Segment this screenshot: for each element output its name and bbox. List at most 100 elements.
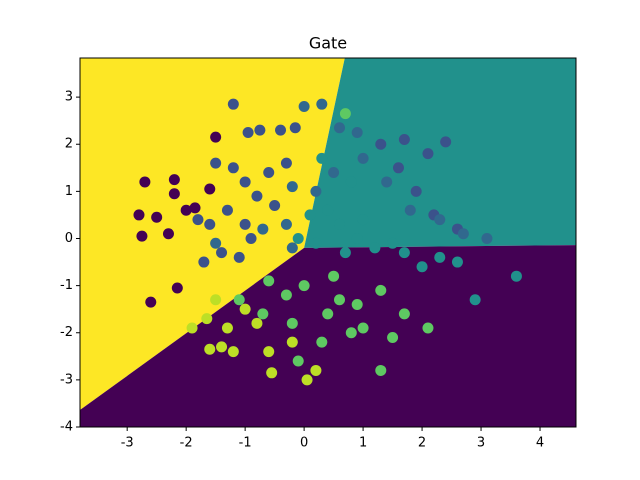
scatter-point <box>263 346 275 358</box>
scatter-point <box>227 346 239 358</box>
scatter-point <box>210 131 222 143</box>
y-tick-label: 0 <box>65 231 73 246</box>
x-tick-label: 0 <box>300 436 308 451</box>
scatter-point <box>328 270 340 282</box>
scatter-point <box>242 126 254 138</box>
scatter-point <box>204 183 216 195</box>
y-tick-label: -2 <box>60 325 73 340</box>
chart-title: Gate <box>309 34 347 53</box>
scatter-point <box>481 232 493 244</box>
scatter-point <box>275 124 287 136</box>
y-tick-label: -4 <box>60 420 73 435</box>
scatter-point <box>145 296 157 308</box>
scatter-point <box>168 188 180 200</box>
scatter-point <box>269 200 281 212</box>
scatter-point <box>398 247 410 259</box>
scatter-point <box>334 294 346 306</box>
scatter-point <box>192 214 204 226</box>
scatter-point <box>298 101 310 113</box>
scatter-point <box>357 152 369 164</box>
scatter-point <box>434 214 446 226</box>
scatter-point <box>422 322 434 334</box>
decision-region <box>80 58 345 411</box>
scatter-point <box>369 242 381 254</box>
scatter-point <box>328 167 340 179</box>
scatter-point <box>151 211 163 223</box>
scatter-point <box>257 308 269 320</box>
scatter-point <box>257 223 269 235</box>
scatter-point <box>404 204 416 216</box>
scatter-point <box>254 124 266 136</box>
scatter-point <box>316 98 328 110</box>
scatter-point <box>216 341 228 353</box>
scatter-point <box>345 327 357 339</box>
scatter-point <box>233 251 245 263</box>
y-tick-label: 3 <box>65 90 73 105</box>
scatter-point <box>457 228 469 240</box>
plot-frame <box>79 57 577 428</box>
x-tick-label: 4 <box>536 436 544 451</box>
scatter-point <box>322 204 334 216</box>
scatter-point <box>198 256 210 268</box>
x-tick-label: 3 <box>477 436 485 451</box>
scatter-point <box>440 136 452 148</box>
scatter-point <box>289 122 301 134</box>
scatter-point <box>469 294 481 306</box>
scatter-point <box>316 152 328 164</box>
scatter-point <box>351 232 363 244</box>
scatter-point <box>422 148 434 160</box>
scatter-point <box>227 98 239 110</box>
scatter-point <box>375 364 387 376</box>
scatter-point <box>375 138 387 150</box>
x-tick-label: -3 <box>121 436 134 451</box>
scatter-point <box>292 355 304 367</box>
x-tick-label: -1 <box>239 436 252 451</box>
y-tick-label: 2 <box>65 137 73 152</box>
scatter-point <box>251 317 263 329</box>
scatter-point <box>357 322 369 334</box>
scatter-point <box>286 336 298 348</box>
scatter-point <box>334 122 346 134</box>
scatter-point <box>416 261 428 273</box>
x-tick-label: -2 <box>180 436 193 451</box>
scatter-point <box>286 242 298 254</box>
scatter-point <box>171 282 183 294</box>
scatter-point <box>133 209 145 221</box>
scatter-point <box>410 185 422 197</box>
scatter-point <box>210 157 222 169</box>
scatter-point <box>351 126 363 138</box>
y-tick-label: 1 <box>65 184 73 199</box>
scatter-point <box>180 204 192 216</box>
scatter-point <box>451 256 463 268</box>
scatter-point <box>280 157 292 169</box>
scatter-point <box>263 167 275 179</box>
scatter-point <box>310 237 322 249</box>
decision-region <box>80 245 576 427</box>
scatter-point <box>263 275 275 287</box>
scatter-point <box>398 134 410 146</box>
scatter-point <box>310 364 322 376</box>
scatter-point <box>345 176 357 188</box>
scatter-point <box>186 322 198 334</box>
scatter-point <box>316 336 328 348</box>
scatter-point <box>339 247 351 259</box>
y-tick-label: -3 <box>60 372 73 387</box>
scatter-point <box>286 317 298 329</box>
scatter-point <box>168 174 180 186</box>
scatter-point <box>201 313 213 325</box>
scatter-point <box>434 251 446 263</box>
scatter-point <box>280 218 292 230</box>
scatter-point <box>286 181 298 193</box>
scatter-point <box>227 162 239 174</box>
scatter-point <box>221 204 233 216</box>
scatter-point <box>239 218 251 230</box>
scatter-point <box>292 232 304 244</box>
scatter-point <box>304 209 316 221</box>
scatter-point <box>189 202 201 214</box>
scatter-point <box>221 322 233 334</box>
scatter-point <box>387 237 399 249</box>
scatter-point <box>136 230 148 242</box>
scatter-point <box>280 289 292 301</box>
x-tick-label: 2 <box>418 436 426 451</box>
